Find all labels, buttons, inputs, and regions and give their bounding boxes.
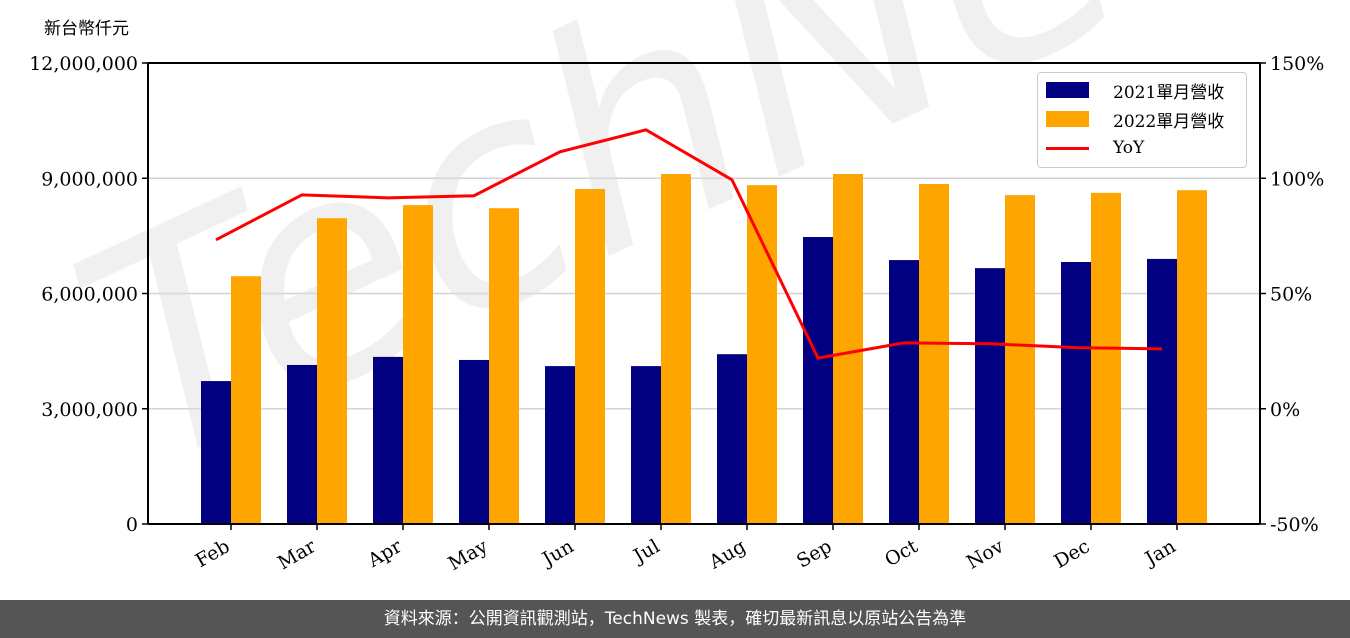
yoy-line [215, 128, 1163, 360]
legend-label-yoy: YoY [1113, 138, 1145, 158]
y2-tick-label: -50% [1270, 514, 1319, 536]
x-tick-label: Feb [192, 535, 234, 572]
bar-2022 [489, 208, 519, 524]
y-axis-unit-label: 新台幣仟元 [44, 19, 129, 39]
x-tick-label: Mar [274, 535, 320, 574]
bar-2021 [459, 359, 489, 524]
bar-2022 [919, 184, 949, 524]
y2-tick-label: 0% [1270, 399, 1300, 421]
bar-2022 [661, 174, 691, 524]
bar-2022 [833, 174, 863, 524]
legend-label-2021: 2021單月營收 [1113, 82, 1225, 103]
x-tick-label: Aug [705, 535, 750, 574]
x-tick-label: Dec [1050, 535, 1093, 573]
y2-tick-label: 50% [1270, 284, 1312, 306]
bar-2021 [373, 356, 403, 524]
bar-2021 [803, 237, 833, 524]
legend-item-2021: 2021單月營收 [1046, 77, 1224, 103]
legend-label-2022: 2022單月營收 [1113, 111, 1225, 132]
bar-2021 [975, 268, 1005, 524]
x-tick-label: Oct [881, 535, 922, 571]
legend-line-yoy [1046, 146, 1089, 150]
bar-2022 [575, 189, 605, 525]
bar-2021 [287, 364, 317, 524]
y-tick-label: 6,000,000 [41, 284, 138, 306]
y-tick-label: 12,000,000 [29, 53, 138, 75]
x-tick-label: May [445, 535, 492, 575]
legend-swatch-2021 [1046, 82, 1089, 98]
bar-2022 [317, 218, 347, 524]
x-tick-label: Nov [963, 535, 1008, 574]
x-tick-label: Jul [628, 535, 663, 568]
legend-item-yoy: YoY [1046, 135, 1144, 161]
bar-2021 [631, 366, 661, 524]
bar-2021 [201, 381, 231, 524]
y-tick-label: 0 [126, 514, 138, 536]
bars [201, 174, 1207, 525]
source-footer: 資料來源：公開資訊觀測站，TechNews 製表，確切最新訊息以原站公告為準 [0, 600, 1350, 638]
bar-2022 [403, 205, 433, 524]
bar-2021 [545, 366, 575, 524]
x-tick-label: Apr [363, 535, 406, 572]
bar-2022 [1177, 190, 1207, 524]
bar-2021 [1147, 258, 1177, 524]
y2-tick-label: 150% [1270, 53, 1324, 75]
x-tick-label: Jun [537, 535, 578, 571]
bar-2021 [717, 354, 747, 524]
bar-2022 [747, 185, 777, 525]
bar-2022 [231, 276, 261, 524]
legend-swatch-2022 [1046, 111, 1089, 127]
bar-2021 [889, 260, 919, 524]
bar-2022 [1005, 195, 1035, 525]
y2-tick-label: 100% [1270, 168, 1324, 190]
x-tick-label: Jan [1140, 535, 1180, 571]
legend-item-2022: 2022單月營收 [1046, 106, 1224, 132]
bar-2021 [1061, 261, 1091, 524]
bar-2022 [1091, 192, 1121, 524]
y-tick-label: 9,000,000 [41, 168, 138, 190]
y-tick-label: 3,000,000 [41, 399, 138, 421]
x-tick-label: Sep [793, 535, 836, 572]
legend: 2021單月營收 2022單月營收 YoY [1037, 72, 1247, 168]
